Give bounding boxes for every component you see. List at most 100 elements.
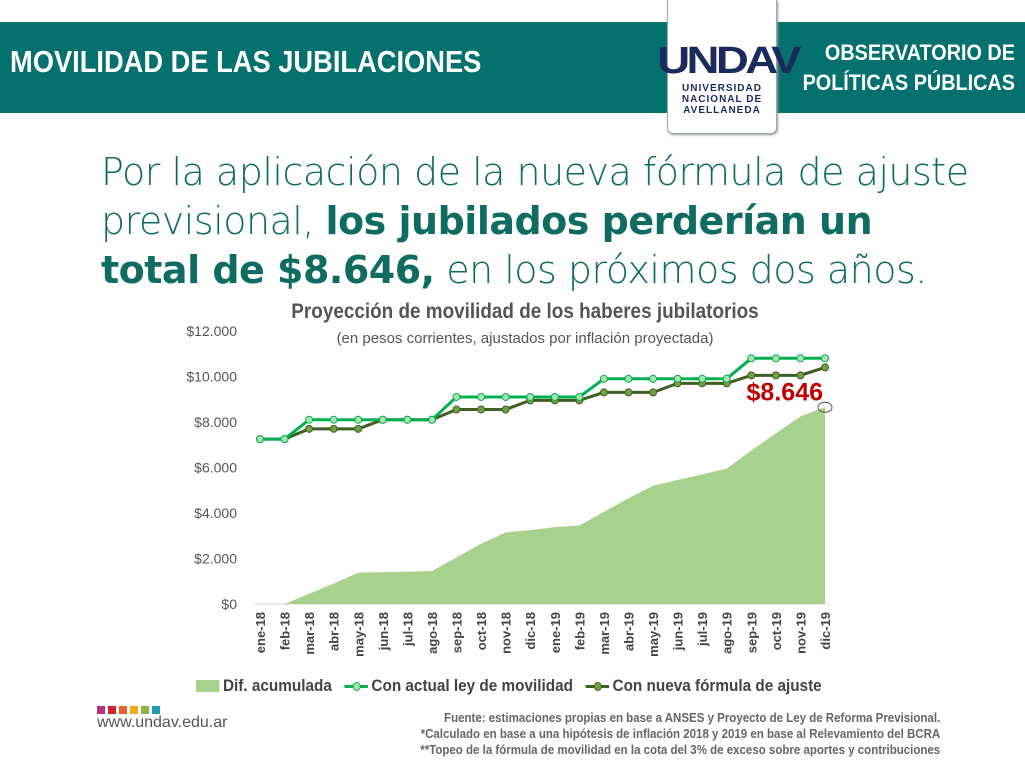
logo-mark: UNDAV <box>657 40 801 82</box>
footnote-1: *Calculado en base a una hipótesis de in… <box>420 727 940 741</box>
x-tick-label: jun-18 <box>376 612 391 651</box>
footnote-2: **Topeo de la fórmula de movilidad en la… <box>419 743 940 757</box>
headline-part1: Por la aplicación de la nueva fórmula de… <box>101 150 969 243</box>
x-tick-label: dic-18 <box>523 612 538 650</box>
chart-title: Proyección de movilidad de los haberes j… <box>291 300 759 323</box>
point-nueva <box>624 388 633 397</box>
area-dif-acumulada <box>260 407 825 604</box>
point-actual <box>796 354 805 363</box>
point-actual <box>280 435 289 444</box>
logo-line1: UNIVERSIDAD <box>682 83 762 94</box>
x-tick-label: dic-19 <box>818 612 833 650</box>
point-actual <box>452 392 461 401</box>
y-tick-label: $12.000 <box>186 323 237 339</box>
y-tick-label: $4.000 <box>194 505 237 521</box>
legend-swatch-area <box>196 680 220 692</box>
point-actual <box>526 392 535 401</box>
x-tick-label: ago-19 <box>720 612 735 654</box>
y-tick-label: $2.000 <box>194 551 237 567</box>
point-nueva <box>329 424 338 433</box>
y-tick-label: $6.000 <box>194 460 237 476</box>
point-nueva <box>354 424 363 433</box>
legend-label: Con actual ley de movilidad <box>371 676 573 695</box>
x-tick-label: nov-18 <box>499 612 514 654</box>
point-actual <box>256 435 264 444</box>
point-actual <box>673 374 682 383</box>
point-actual <box>649 374 658 383</box>
point-nueva <box>649 388 658 397</box>
x-tick-label: may-18 <box>351 612 366 657</box>
point-nueva <box>477 405 486 414</box>
legend-item-area: Dif. acumulada <box>196 676 332 696</box>
point-nueva <box>821 363 829 372</box>
point-nueva <box>452 405 461 414</box>
point-actual <box>575 392 584 401</box>
point-nueva <box>501 405 510 414</box>
point-actual <box>722 374 731 383</box>
x-tick-label: jul-18 <box>400 612 415 647</box>
page-title: MOVILIDAD DE LAS JUBILACIONES <box>10 44 482 79</box>
point-actual <box>378 415 387 424</box>
x-tick-label: may-19 <box>646 612 661 657</box>
line-nueva <box>260 365 826 441</box>
point-actual <box>427 415 436 424</box>
x-tick-label: sep-19 <box>744 612 759 653</box>
x-tick-label: jul-19 <box>695 612 710 647</box>
x-tick-label: ene-19 <box>548 612 563 653</box>
color-dots-decoration <box>97 706 160 714</box>
observatorio-line1: OBSERVATORIO DE <box>825 40 1015 65</box>
logo-line3: AVELLANEDA <box>683 105 761 116</box>
x-tick-label: abr-18 <box>327 612 342 651</box>
point-nueva <box>747 371 756 380</box>
x-tick-label: mar-19 <box>597 612 612 655</box>
legend-swatch-nueva <box>585 681 609 691</box>
point-nueva <box>771 371 780 380</box>
legend-label: Con nueva fórmula de ajuste <box>612 676 822 695</box>
observatorio-line2: POLÍTICAS PÚBLICAS <box>802 70 1015 95</box>
x-tick-label: jun-19 <box>671 612 686 651</box>
x-tick-label: ago-18 <box>425 612 440 654</box>
x-tick-label: oct-18 <box>474 612 489 650</box>
x-tick-label: abr-19 <box>621 612 636 651</box>
headline: Por la aplicación de la nueva fórmula de… <box>101 148 981 295</box>
point-actual <box>501 392 510 401</box>
point-actual <box>403 415 412 424</box>
legend-item-nueva: Con nueva fórmula de ajuste <box>585 676 822 696</box>
point-actual <box>329 415 338 424</box>
y-tick-label: $10.000 <box>186 369 237 385</box>
point-actual <box>477 392 486 401</box>
point-actual <box>305 415 314 424</box>
undav-logo: UNDAV UNIVERSIDAD NACIONAL DE AVELLANEDA <box>657 0 802 134</box>
chart-subtitle: (en pesos corrientes, ajustados por infl… <box>336 330 714 347</box>
legend-swatch-actual <box>344 681 368 691</box>
website-link[interactable]: www.undav.edu.ar <box>97 714 228 731</box>
legend-label: Dif. acumulada <box>223 676 332 695</box>
source-note: Fuente: estimaciones propias en base a A… <box>443 711 940 725</box>
point-nueva <box>599 388 608 397</box>
legend: Dif. acumulada Con actual ley de movilid… <box>196 676 822 696</box>
point-actual <box>354 415 363 424</box>
point-actual <box>599 374 608 383</box>
logo-line2: NACIONAL DE <box>681 94 763 105</box>
legend-item-actual: Con actual ley de movilidad <box>344 676 573 696</box>
x-tick-label: sep-18 <box>450 612 465 653</box>
y-tick-label: $0 <box>221 596 237 612</box>
observatorio-label: OBSERVATORIO DE POLÍTICAS PÚBLICAS <box>803 38 1015 98</box>
headline-part2: en los próximos dos años. <box>434 248 927 292</box>
footnotes: Fuente: estimaciones propias en base a A… <box>420 710 940 758</box>
x-tick-label: feb-18 <box>278 612 293 650</box>
point-actual <box>550 392 559 401</box>
point-actual <box>821 354 829 363</box>
y-tick-label: $8.000 <box>194 414 237 430</box>
headline-bold: los jubilados perderían un total de $8.6… <box>101 199 873 292</box>
header-banner <box>0 22 1025 113</box>
point-actual <box>698 374 707 383</box>
x-tick-label: oct-19 <box>769 612 784 650</box>
x-tick-label: feb-19 <box>572 612 587 650</box>
point-nueva <box>796 371 805 380</box>
point-actual <box>771 354 780 363</box>
annotation-total: $8.646 <box>747 378 823 406</box>
line-actual <box>260 356 825 441</box>
x-tick-label: mar-18 <box>302 612 317 655</box>
